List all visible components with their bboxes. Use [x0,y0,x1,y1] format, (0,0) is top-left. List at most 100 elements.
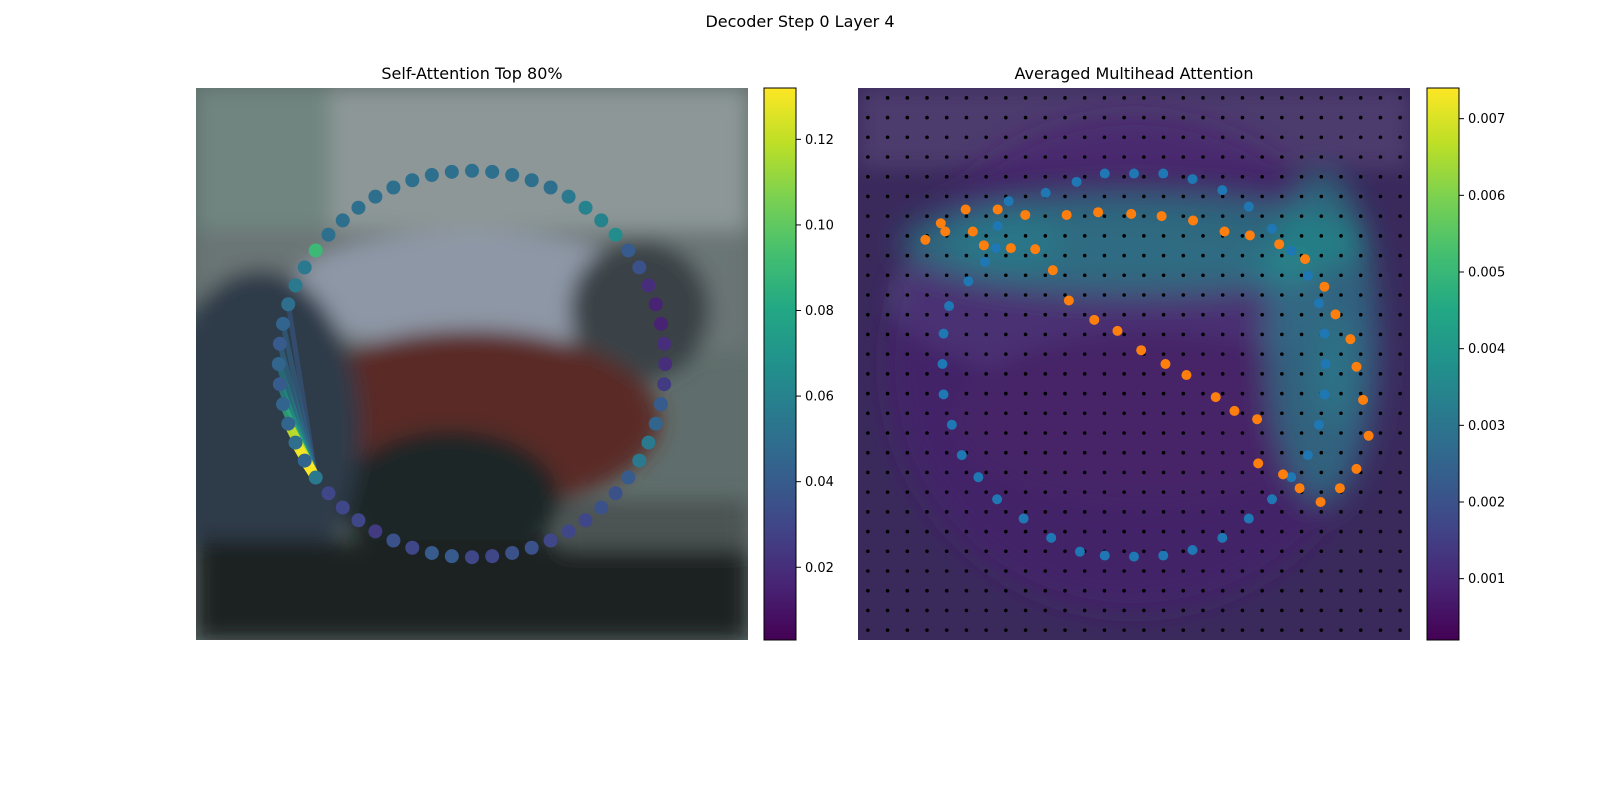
grid-dot [925,135,929,140]
grid-dot [1280,96,1284,100]
grid-dot [1299,214,1304,218]
grid-dot [1299,174,1304,179]
grid-dot [1082,332,1087,337]
grid-dot [1358,588,1363,593]
grid-dot [1280,194,1284,199]
grid-dot [1043,293,1048,297]
grid-dot [1023,510,1028,514]
grid-dot [984,174,988,179]
grid-dot [1102,529,1107,534]
grid-dot [1181,234,1186,238]
grid-dot [1201,628,1205,632]
grid-dot [1004,312,1008,317]
blue-series-point [938,328,949,339]
grid-dot [1142,273,1146,278]
grid-dot [1161,529,1166,534]
grid-dot [866,569,870,573]
grid-dot [1398,234,1402,238]
grid-dot [1378,234,1383,238]
grid-dot [1201,470,1205,475]
grid-dot [1260,391,1264,396]
grid-dot [925,411,929,416]
grid-dot [885,431,890,435]
colorbar-tick-label: 0.005 [1468,266,1505,281]
attention-point [653,397,668,412]
grid-dot [1299,608,1304,613]
grid-dot [1004,411,1008,416]
grid-dot [944,490,949,494]
grid-dot [1339,411,1343,416]
colorbar-tick-label: 0.004 [1468,342,1505,357]
grid-dot [1358,96,1363,100]
grid-dot [1299,529,1304,534]
grid-dot [1004,608,1008,613]
grid-dot [1043,470,1048,475]
grid-dot [1082,529,1087,534]
grid-dot [1004,115,1008,120]
grid-dot [1082,214,1087,218]
blue-series-point [1074,546,1085,557]
grid-dot [1043,628,1048,632]
orange-series-point [992,204,1003,215]
attention-point [386,180,401,195]
grid-dot [1280,628,1284,632]
orange-series-point [1160,359,1171,369]
grid-dot [866,529,870,534]
right-attention-heatmap [858,88,1410,640]
grid-dot [1004,135,1008,140]
grid-dot [1299,332,1304,337]
grid-dot [1082,470,1087,475]
grid-dot [1201,273,1205,278]
grid-dot [885,450,890,455]
grid-dot [984,293,988,297]
grid-dot [905,431,910,435]
grid-dot [1220,214,1225,218]
grid-dot [885,312,890,317]
grid-dot [1220,352,1225,356]
grid-dot [1220,253,1225,258]
orange-series-point [1112,325,1123,336]
grid-dot [1102,470,1107,475]
grid-dot [1220,470,1225,475]
blue-series-point [1018,513,1029,524]
grid-dot [1082,293,1087,297]
grid-dot [1240,214,1245,218]
grid-dot [1142,155,1146,159]
grid-dot [1023,174,1028,179]
grid-dot [1220,312,1225,317]
grid-dot [1161,234,1166,238]
grid-dot [866,608,870,613]
grid-dot [1358,214,1363,218]
grid-dot [1358,352,1363,356]
grid-dot [1240,96,1245,100]
grid-dot [1142,431,1146,435]
grid-dot [1240,450,1245,455]
grid-dot [984,115,988,120]
grid-dot [1339,135,1343,140]
grid-dot [1161,312,1166,317]
orange-series-point [960,204,971,215]
grid-dot [905,155,910,159]
grid-dot [1201,411,1205,416]
grid-dot [1201,194,1205,199]
grid-dot [984,391,988,396]
grid-dot [1201,115,1205,120]
grid-dot [1023,549,1028,554]
grid-dot [1063,155,1067,159]
grid-dot [925,332,929,337]
grid-dot [1299,352,1304,356]
grid-dot [1201,529,1205,534]
grid-dot [905,234,910,238]
grid-dot [1004,214,1008,218]
orange-series-point [1358,394,1369,405]
grid-dot [1161,115,1166,120]
grid-dot [1181,411,1186,416]
grid-dot [1043,174,1048,179]
grid-dot [1023,372,1028,376]
orange-series-point [1345,334,1356,345]
grid-dot [925,273,929,278]
grid-dot [1102,115,1107,120]
grid-dot [964,490,969,494]
grid-dot [1378,115,1383,120]
attention-point [485,164,500,179]
